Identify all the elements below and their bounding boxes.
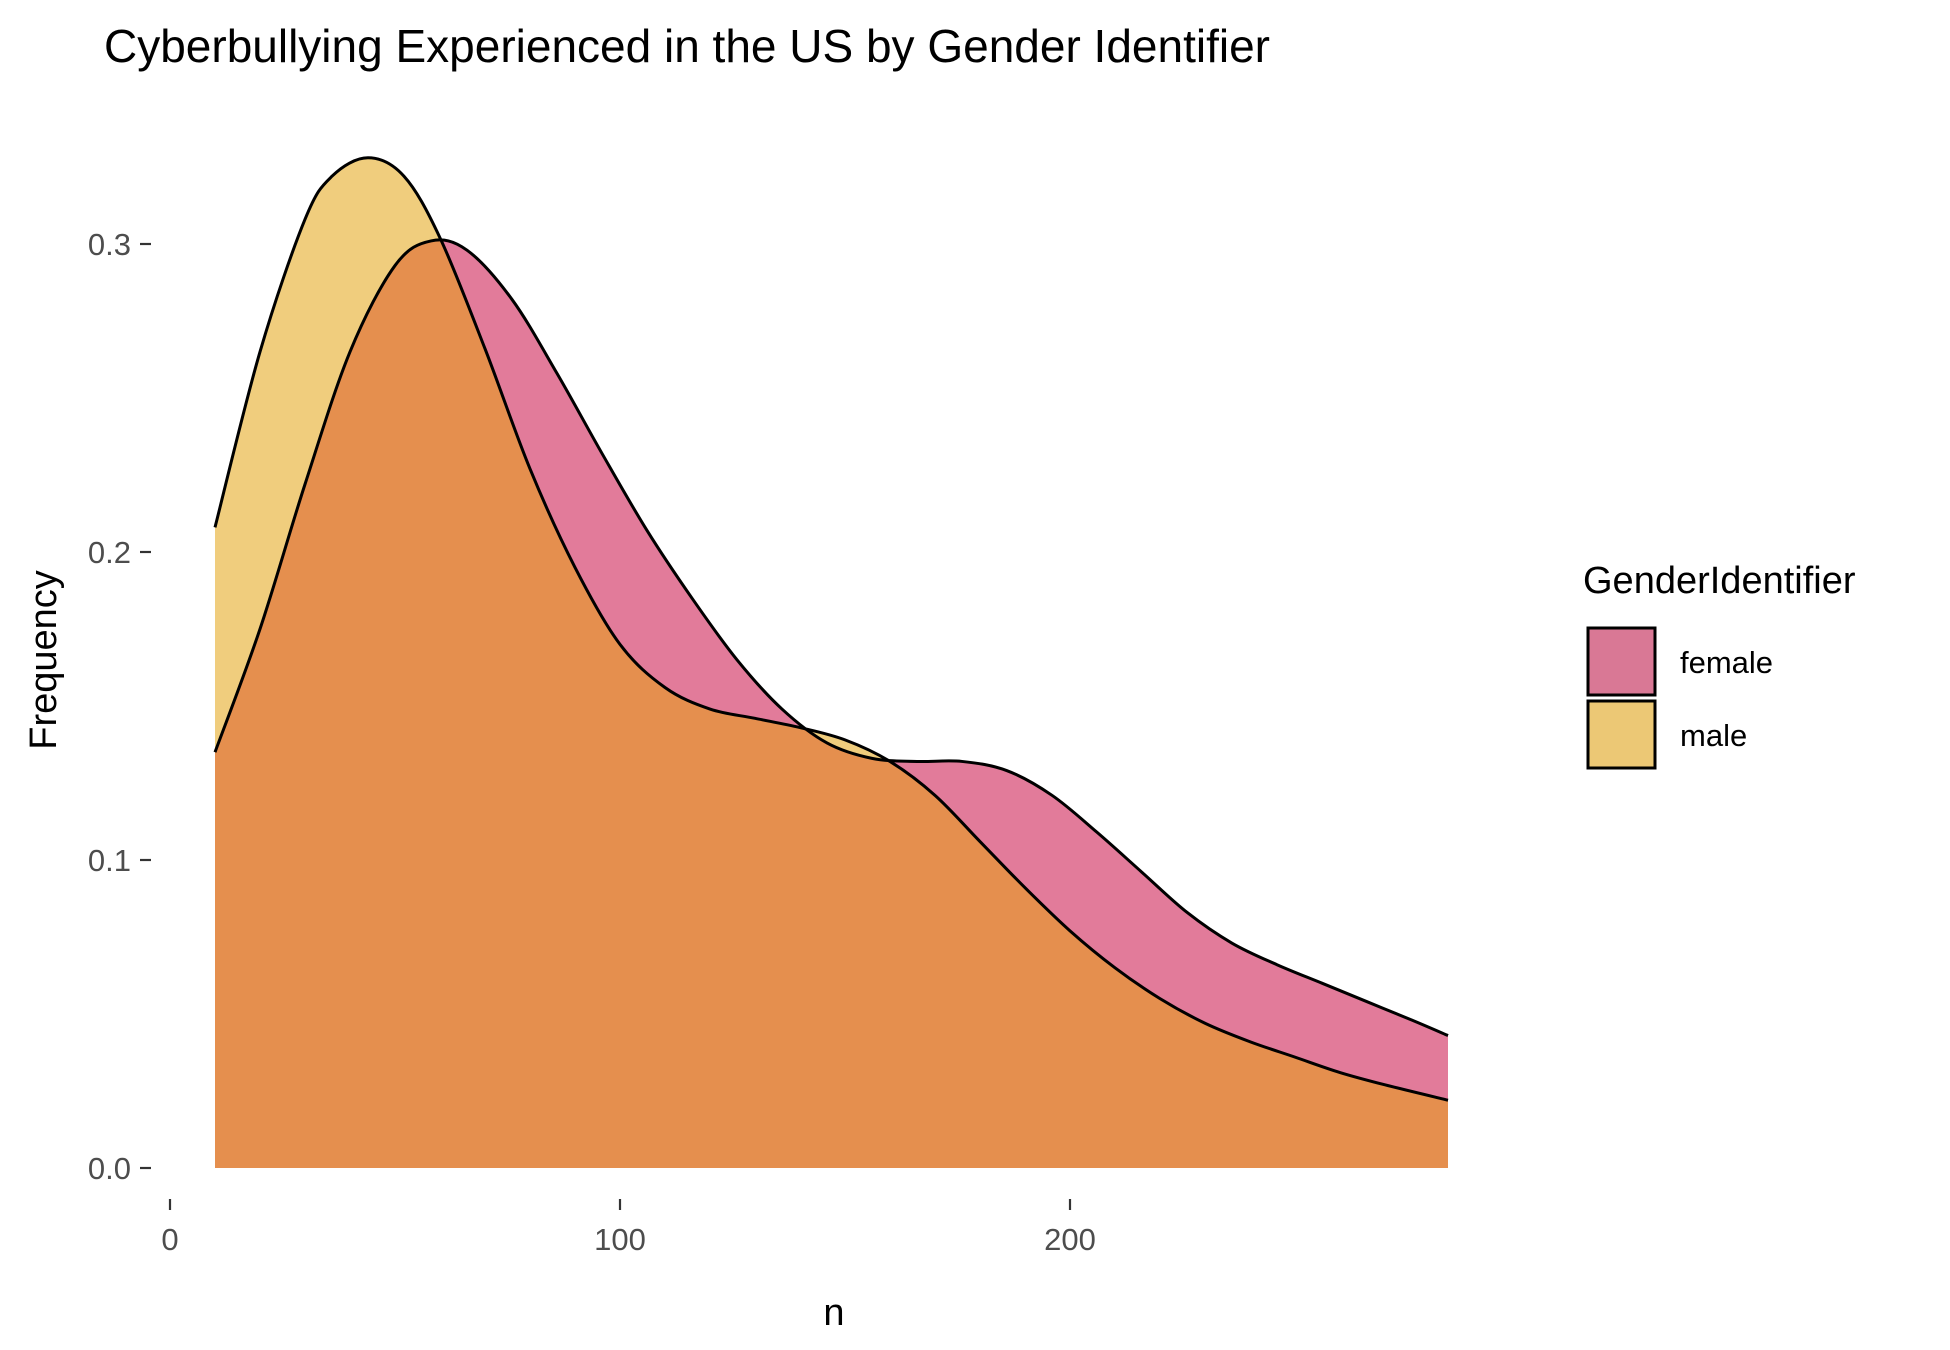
legend-swatch-male [1586, 699, 1657, 770]
y-axis-title: Frequency [23, 570, 65, 750]
x-tick-label: 100 [594, 1222, 646, 1257]
legend-item-male: male [1586, 699, 1747, 770]
density-area-overlap [215, 239, 1448, 1168]
y-tick-label: 0.1 [88, 843, 131, 878]
legend-label-male: male [1680, 718, 1747, 753]
x-axis-title: n [823, 1292, 844, 1334]
legend-label-female: female [1680, 645, 1773, 680]
density-line-male [213, 156, 1449, 1102]
x-tick-label: 0 [161, 1222, 178, 1257]
y-axis: 0.0 0.1 0.2 0.3 [88, 227, 151, 1186]
legend-title: GenderIdentifier [1583, 560, 1856, 602]
density-line-female [213, 238, 1449, 1037]
legend-item-female: female [1586, 626, 1773, 697]
chart-title: Cyberbullying Experienced in the US by G… [104, 20, 1270, 72]
legend: GenderIdentifier female male [1583, 560, 1856, 770]
y-tick-label: 0.0 [88, 1151, 131, 1186]
x-axis: 0 100 200 [161, 1199, 1096, 1257]
y-tick-label: 0.3 [88, 227, 131, 262]
plot-area [213, 156, 1449, 1168]
legend-swatch-female [1586, 626, 1657, 697]
x-tick-label: 200 [1044, 1222, 1096, 1257]
y-tick-label: 0.2 [88, 535, 131, 570]
